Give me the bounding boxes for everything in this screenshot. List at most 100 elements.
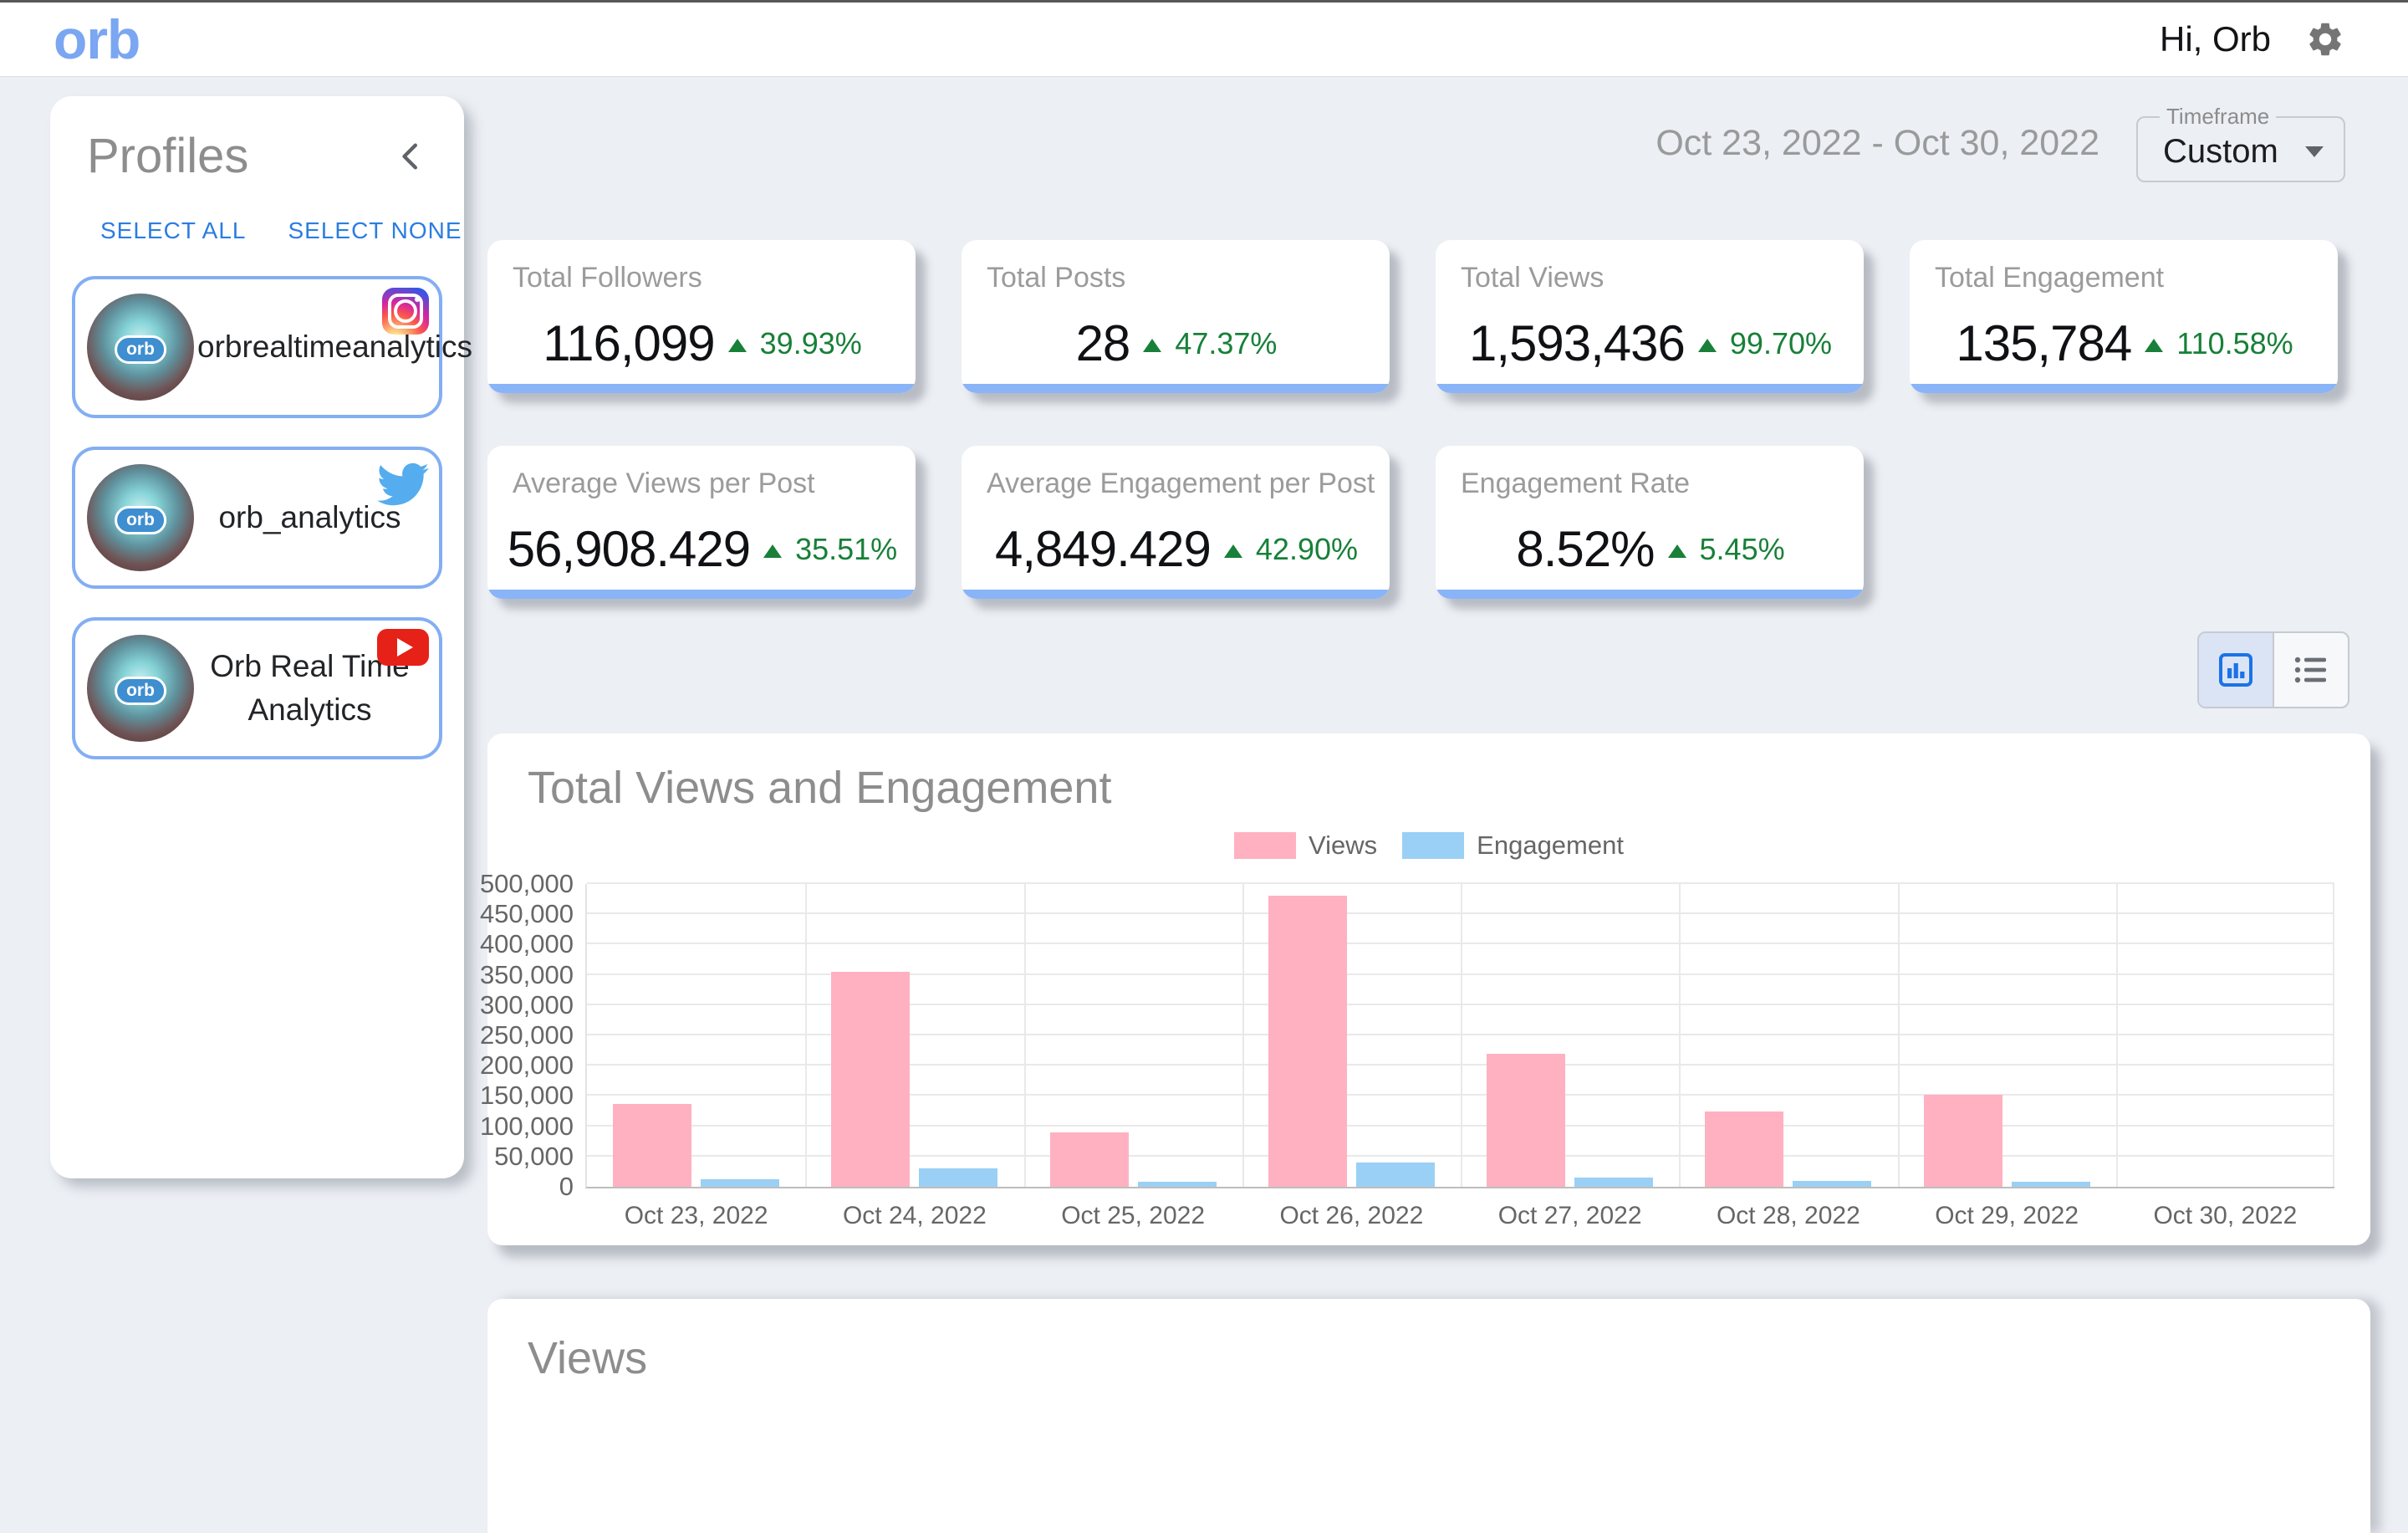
profile-name: orbrealtimeanalytics — [197, 330, 473, 365]
y-axis-tick: 300,000 — [479, 989, 574, 1019]
stat-change: 99.70% — [1729, 325, 1833, 360]
trend-up-icon — [1667, 544, 1686, 558]
gear-icon — [2309, 23, 2341, 56]
y-axis-tick: 350,000 — [479, 959, 574, 989]
engagement-bar[interactable] — [1793, 1181, 1872, 1187]
avatar-orb-badge: orb — [115, 335, 166, 364]
gridline — [2115, 884, 2118, 1187]
legend-item-engagement[interactable]: Engagement — [1402, 830, 1624, 861]
stat-card: Engagement Rate 8.52% 5.45% — [1436, 446, 1864, 599]
chart-title: Total Views and Engagement — [528, 763, 1112, 813]
list-icon — [2294, 657, 2326, 683]
engagement-bar[interactable] — [701, 1179, 780, 1187]
timeframe-select[interactable]: Timeframe Custom — [2136, 104, 2345, 182]
view-toggle-group — [2197, 631, 2349, 708]
x-axis-label: Oct 23, 2022 — [624, 1202, 768, 1229]
x-axis-label: Oct 27, 2022 — [1497, 1202, 1642, 1229]
stat-change: 35.51% — [795, 531, 898, 566]
stat-label: Average Engagement per Post — [987, 468, 1375, 499]
collapse-panel-button[interactable] — [392, 138, 429, 175]
card-accent-strip — [1436, 590, 1864, 599]
x-axis-label: Oct 28, 2022 — [1716, 1202, 1860, 1229]
bar-chart-icon — [2219, 653, 2252, 687]
card-accent-strip — [487, 590, 916, 599]
gridline — [1897, 884, 1900, 1187]
y-axis-tick: 50,000 — [494, 1141, 574, 1171]
views-bar[interactable] — [613, 1103, 692, 1187]
engagement-bar[interactable] — [1137, 1182, 1217, 1187]
settings-button[interactable] — [2304, 18, 2346, 60]
stat-card: Total Followers 116,099 39.93% — [487, 240, 916, 393]
profile-card-twitter[interactable]: orb orb_analytics — [72, 447, 442, 589]
select-all-link[interactable]: SELECT ALL — [100, 217, 247, 243]
legend-label: Engagement — [1477, 830, 1624, 860]
legend-item-views[interactable]: Views — [1234, 830, 1377, 861]
y-axis-tick: 500,000 — [479, 869, 574, 898]
engagement-bar[interactable] — [919, 1168, 998, 1187]
y-axis-tick: 200,000 — [479, 1050, 574, 1081]
chart-view-button[interactable] — [2199, 633, 2274, 707]
stat-value: 4,849.429 — [994, 521, 1212, 577]
chevron-down-icon — [2305, 146, 2324, 157]
toolbar: Oct 23, 2022 - Oct 30, 2022 Timeframe Cu… — [487, 80, 2370, 206]
profiles-title: Profiles — [87, 129, 249, 183]
bar-group — [1461, 884, 1679, 1187]
views-bar[interactable] — [1487, 1053, 1566, 1187]
engagement-bar[interactable] — [2011, 1182, 2090, 1187]
views-bar[interactable] — [1268, 896, 1347, 1187]
trend-up-icon — [1697, 338, 1717, 352]
x-axis-label: Oct 30, 2022 — [2153, 1202, 2298, 1229]
stat-label: Total Posts — [987, 262, 1126, 294]
views-bar[interactable] — [1923, 1094, 2002, 1187]
stats-row-2: Average Views per Post 56,908.429 35.51% Av… — [487, 446, 1864, 599]
chevron-left-icon — [402, 143, 417, 169]
bar-group — [1242, 884, 1461, 1187]
app-header: orb Hi, Orb — [0, 0, 2408, 77]
trend-up-icon — [2145, 338, 2164, 352]
gridline — [1023, 884, 1026, 1187]
y-axis-tick: 250,000 — [479, 1020, 574, 1050]
stat-label: Total Followers — [513, 262, 702, 294]
views-engagement-chart-card: Total Views and Engagement Views Engageme… — [480, 733, 2370, 1245]
avatar-orb-badge: orb — [115, 505, 166, 534]
avatar: orb — [87, 464, 194, 571]
profile-card-instagram[interactable]: orb orbrealtimeanalytics — [72, 276, 472, 418]
youtube-icon — [377, 629, 429, 666]
card-accent-strip — [487, 384, 916, 393]
profile-name: orb_analytics — [218, 500, 401, 535]
views-bar[interactable] — [831, 971, 911, 1187]
stat-value: 116,099 — [543, 315, 715, 371]
engagement-bar[interactable] — [1355, 1163, 1435, 1187]
engagement-bar[interactable] — [1574, 1178, 1654, 1187]
x-axis-label: Oct 24, 2022 — [842, 1202, 987, 1229]
view-toggle-row — [487, 631, 2370, 708]
gridline — [1242, 884, 1244, 1187]
stat-change: 39.93% — [759, 325, 862, 360]
user-greeting: Hi, Orb — [2159, 19, 2271, 59]
chart-legend: Views Engagement — [1234, 830, 1624, 861]
bar-group — [587, 884, 805, 1187]
select-none-link[interactable]: SELECT NONE — [288, 217, 462, 243]
app-logo: orb — [54, 8, 140, 70]
stat-change: 42.90% — [1255, 531, 1359, 566]
views-bar[interactable] — [1049, 1132, 1129, 1187]
views-bar[interactable] — [1705, 1111, 1784, 1187]
trend-up-icon — [727, 338, 747, 352]
list-view-button[interactable] — [2274, 633, 2348, 707]
bar-chart-plot: 0 50,000 100,000 150,000 200,000 250,000 300,0… — [480, 869, 2334, 1229]
stat-label: Average Views per Post — [513, 468, 815, 499]
stat-value: 56,908.429 — [507, 521, 751, 577]
avatar: orb — [87, 635, 194, 742]
y-axis-tick: 400,000 — [479, 929, 574, 959]
stat-card: Average Views per Post 56,908.429 35.51% — [487, 446, 916, 599]
profiles-list: orb orbrealtimeanalytics orb orb_analytics o… — [50, 244, 472, 759]
gridline — [587, 882, 2334, 884]
stat-card: Total Engagement 135,784 110.58% — [1910, 240, 2338, 393]
date-range-label: Oct 23, 2022 - Oct 30, 2022 — [1656, 122, 2099, 163]
stat-label: Engagement Rate — [1461, 468, 1691, 499]
stat-change: 5.45% — [1699, 531, 1785, 566]
timeframe-label: Timeframe — [2166, 104, 2270, 129]
profile-card-youtube[interactable]: orb Orb Real Time Analytics — [72, 617, 442, 759]
views-chart-card: Views — [487, 1299, 2370, 1533]
stat-value: 135,784 — [1956, 315, 2132, 371]
